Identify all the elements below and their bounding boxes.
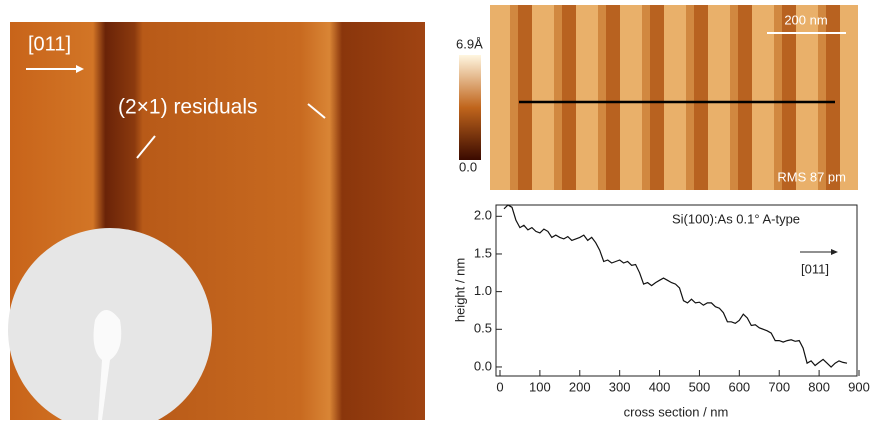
x-tick-label: 200 [569, 379, 591, 394]
x-tick-label: 0 [496, 379, 503, 394]
residuals-label: (2×1) residuals [118, 96, 257, 119]
stm-image [490, 5, 858, 190]
x-tick-label: 500 [689, 379, 711, 394]
colorbar [459, 55, 481, 160]
arrow [307, 103, 326, 119]
direction: [011] [801, 261, 829, 276]
y-axis-label: height / nm [452, 258, 467, 322]
profile-line [503, 204, 848, 368]
plot-frame [495, 204, 858, 377]
direction-label: [011] [28, 33, 71, 55]
scale-label: 200 nm [784, 12, 827, 27]
x-tick-label: 600 [728, 379, 750, 394]
y-tick-label: 2.0 [474, 208, 492, 223]
leed-gun [93, 310, 122, 420]
arrowhead [76, 65, 84, 73]
x-tick-label: 800 [808, 379, 830, 394]
y-tick-label: 0.5 [474, 321, 492, 336]
y-tick-label: 1.0 [474, 283, 492, 298]
x-tick-label: 300 [609, 379, 631, 394]
arrow [136, 135, 156, 159]
arrowhead [831, 249, 838, 255]
y-tick-label: 1.5 [474, 245, 492, 260]
x-axis-label: cross section / nm [624, 404, 729, 419]
x-tick-label: 700 [768, 379, 790, 394]
y-tick-label: 0.0 [474, 358, 492, 373]
x-tick-label: 400 [649, 379, 671, 394]
colorbar-min: 0.0 [459, 159, 477, 174]
colorbar-max: 6.9Å [456, 36, 483, 51]
annotation: Si(100):As 0.1° A-type [672, 211, 800, 226]
rms-label: RMS 87 pm [777, 169, 846, 184]
x-tick-label: 900 [848, 379, 870, 394]
x-tick-label: 100 [529, 379, 551, 394]
